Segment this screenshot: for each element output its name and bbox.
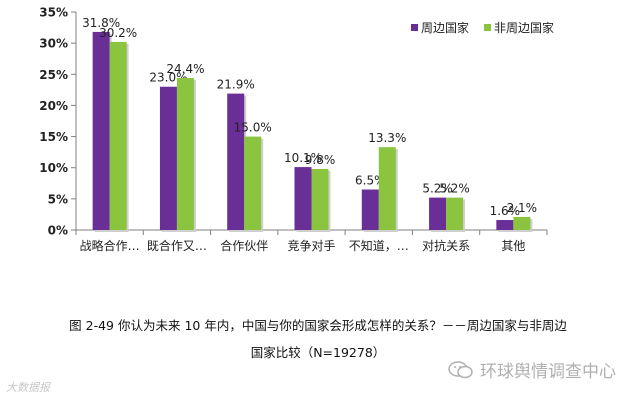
bar [244, 136, 262, 230]
bar [446, 197, 464, 230]
bar [109, 41, 127, 231]
y-tick-label: 15% [39, 130, 68, 144]
bar [361, 189, 379, 230]
x-tick-label: 对抗关系 [422, 238, 470, 253]
data-label: 9.8% [305, 153, 336, 167]
data-label: 1.6% [490, 204, 521, 218]
data-label: 15.0% [234, 121, 272, 135]
y-tick-label: 5% [48, 192, 68, 206]
x-tick-label: 不知道，… [349, 239, 409, 253]
x-axis: 战略合作… 既合作又… 合作伙伴 竞争对手 不知道，… 对抗关系 其他 [75, 229, 548, 253]
y-tick-label: 30% [39, 37, 68, 51]
watermark-left: 大数据报 [6, 379, 50, 395]
watermark-left-text: 大数据报 [6, 381, 50, 394]
legend-swatch [484, 24, 491, 31]
bar [496, 220, 514, 230]
data-label: 30.2% [99, 26, 137, 40]
legend-label: 非周边国家 [494, 20, 554, 35]
data-label: 21.9% [217, 78, 255, 92]
bar [227, 93, 245, 230]
y-tick-label: 20% [39, 99, 68, 113]
watermark-right: 环球舆情调查中心 [448, 357, 616, 382]
data-label: 6.5% [355, 174, 386, 188]
bar [294, 167, 312, 230]
data-label: 24.4% [166, 62, 204, 76]
bar [311, 168, 329, 230]
y-tick-label: 10% [39, 161, 68, 175]
data-label: 31.8% [82, 16, 120, 30]
data-label: 2.1% [507, 201, 538, 215]
bar-chart: 0% 5% 10% 15% 20% 25% 30% 35% 战略合作… 既合作又… 合作伙伴 竞争对… [39, 6, 554, 254]
x-tick-label: 战略合作… [80, 238, 140, 253]
data-label: 13.3% [368, 131, 406, 145]
data-label: 5.2% [439, 182, 470, 196]
data-label: 5.2% [422, 182, 453, 196]
legend: 周边国家 非周边国家 [411, 20, 554, 35]
bar [378, 147, 396, 230]
bar [92, 31, 110, 231]
legend-swatch [411, 24, 418, 31]
watermark-right-text: 环球舆情调查中心 [480, 362, 616, 382]
figure-caption-line-2: 国家比较（N=19278） [250, 345, 386, 360]
wechat-icon [448, 360, 473, 378]
x-tick-label: 竞争对手 [287, 239, 335, 253]
bar [159, 86, 177, 230]
data-label: 10.1% [284, 151, 322, 165]
y-tick-label: 0% [48, 224, 68, 238]
y-axis: 0% 5% 10% 15% 20% 25% 30% 35% [39, 6, 77, 238]
figure-caption-line-1: 图 2-49 你认为未来 10 年内，中国与你的国家会形成怎样的关系？－－周边国… [69, 318, 567, 333]
bar [429, 197, 447, 230]
y-tick-label: 25% [39, 68, 68, 82]
legend-label: 周边国家 [421, 20, 469, 35]
bar [513, 216, 531, 230]
bar [176, 78, 194, 230]
x-tick-label: 既合作又… [147, 238, 207, 253]
y-tick-label: 35% [39, 6, 68, 20]
x-tick-label: 合作伙伴 [220, 238, 268, 253]
x-tick-label: 其他 [501, 239, 525, 253]
bars: 31.8%23.0% 21.9%10.1%6.5%5.2%1.6%30.2%24.… [82, 16, 538, 233]
